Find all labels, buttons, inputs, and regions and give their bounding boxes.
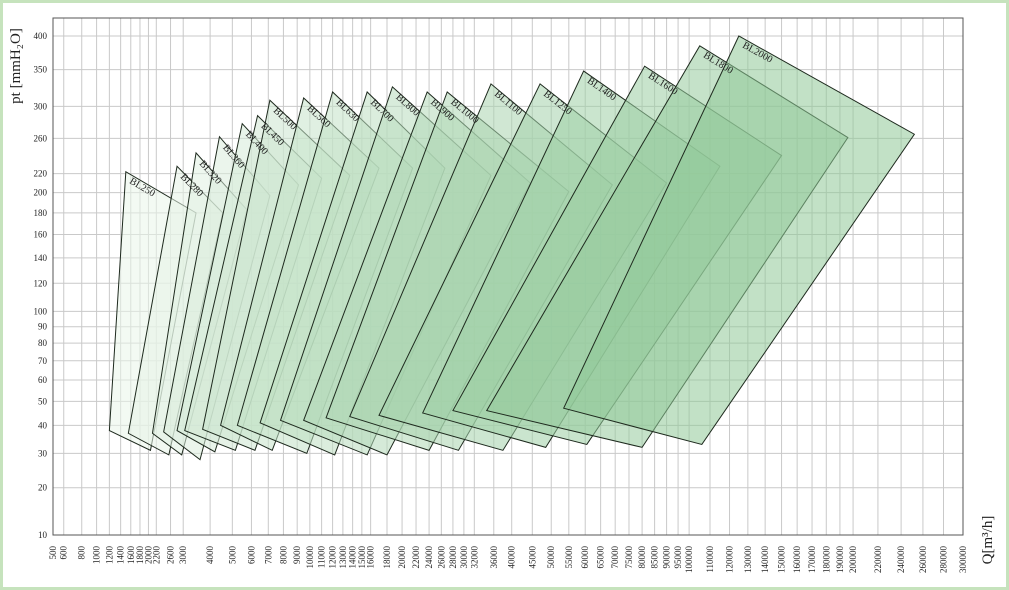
x-tick-label: 14000 xyxy=(348,546,358,569)
y-tick-label: 70 xyxy=(38,356,48,366)
x-tick-label: 1200 xyxy=(104,546,114,565)
plot-frame xyxy=(52,17,964,536)
x-tick-label: 5000 xyxy=(227,546,237,565)
x-tick-label: 40000 xyxy=(507,546,517,569)
x-tick-label: 1000 xyxy=(92,546,102,565)
x-tick-label: 26000 xyxy=(436,546,446,569)
x-tick-label: 18000 xyxy=(382,546,392,569)
y-tick-label: 350 xyxy=(34,65,48,75)
y-tick-label: 120 xyxy=(34,278,48,288)
x-tick-label: 1400 xyxy=(116,546,126,565)
y-tick-label: 160 xyxy=(34,230,48,240)
x-tick-label: 3000 xyxy=(178,546,188,565)
x-tick-label: 1800 xyxy=(135,546,145,565)
x-tick-label: 170000 xyxy=(807,546,817,574)
x-tick-label: 15000 xyxy=(357,546,367,569)
x-tick-label: 180000 xyxy=(821,546,831,574)
x-tick-label: 45000 xyxy=(527,546,537,569)
y-tick-label: 40 xyxy=(38,420,48,430)
x-tick-label: 110000 xyxy=(705,546,715,573)
y-tick-label: 300 xyxy=(34,101,48,111)
x-tick-label: 2000 xyxy=(143,546,153,565)
y-tick-label: 140 xyxy=(34,253,48,263)
y-tick-label: 80 xyxy=(38,338,48,348)
y-tick-label: 180 xyxy=(34,208,48,218)
y-tick-label: 90 xyxy=(38,322,48,332)
x-tick-label: 240000 xyxy=(896,546,906,574)
x-tick-label: 260000 xyxy=(918,546,928,574)
x-tick-label: 28000 xyxy=(448,546,458,569)
x-tick-label: 12000 xyxy=(328,546,338,569)
x-tick-label: 280000 xyxy=(938,546,948,574)
x-tick-label: 22000 xyxy=(411,546,421,569)
x-tick-label: 200000 xyxy=(848,546,858,574)
x-tick-label: 95000 xyxy=(673,546,683,569)
x-axis-title: Q[m³/h] xyxy=(980,516,996,565)
x-tick-label: 70000 xyxy=(610,546,620,569)
x-tick-label: 500 xyxy=(48,546,58,560)
x-tick-label: 80000 xyxy=(637,546,647,569)
x-tick-label: 60000 xyxy=(580,546,590,569)
x-tick-label: 150000 xyxy=(777,546,787,574)
y-tick-label: 60 xyxy=(38,375,48,385)
x-tick-label: 55000 xyxy=(564,546,574,569)
x-tick-label: 800 xyxy=(77,546,87,560)
fan-area xyxy=(562,35,916,446)
x-tick-label: 100000 xyxy=(684,546,694,574)
x-tick-label: 50000 xyxy=(546,546,556,569)
y-tick-label: 260 xyxy=(34,133,48,143)
x-tick-label: 600 xyxy=(59,546,69,560)
x-tick-label: 7000 xyxy=(263,546,273,565)
x-tick-label: 130000 xyxy=(743,546,753,574)
x-tick-label: 9000 xyxy=(292,546,302,565)
x-tick-label: 24000 xyxy=(424,546,434,569)
y-tick-label: 200 xyxy=(34,188,48,198)
x-tick-label: 2600 xyxy=(166,546,176,565)
x-tick-label: 300000 xyxy=(958,546,968,574)
x-tick-label: 6000 xyxy=(246,546,256,565)
y-tick-label: 30 xyxy=(38,448,48,458)
x-tick-label: 8000 xyxy=(278,546,288,565)
x-tick-label: 10000 xyxy=(305,546,315,569)
x-tick-label: 160000 xyxy=(792,546,802,574)
y-tick-label: 50 xyxy=(38,396,48,406)
x-tick-label: 20000 xyxy=(397,546,407,569)
x-tick-label: 75000 xyxy=(624,546,634,569)
x-tick-label: 120000 xyxy=(725,546,735,574)
y-tick-label: 20 xyxy=(38,483,48,493)
y-tick-label: 10 xyxy=(38,530,48,540)
x-tick-label: 30000 xyxy=(459,546,469,569)
x-tick-label: 90000 xyxy=(662,546,672,569)
x-tick-label: 2200 xyxy=(151,546,161,565)
x-tick-label: 36000 xyxy=(489,546,499,569)
y-tick-label: 100 xyxy=(34,306,48,316)
x-tick-label: 13000 xyxy=(338,546,348,569)
x-tick-label: 11000 xyxy=(317,546,327,569)
x-tick-label: 220000 xyxy=(873,546,883,574)
x-tick-label: 190000 xyxy=(835,546,845,574)
y-tick-label: 400 xyxy=(34,31,48,41)
x-tick-label: 32000 xyxy=(469,546,479,569)
x-tick-label: 85000 xyxy=(650,546,660,569)
x-tick-label: 140000 xyxy=(760,546,770,574)
y-axis-title: pt [mmH₂O] xyxy=(8,28,24,104)
x-tick-label: 65000 xyxy=(596,546,606,569)
x-tick-label: 4000 xyxy=(205,546,215,565)
y-tick-label: 220 xyxy=(34,169,48,179)
x-tick-label: 16000 xyxy=(366,546,376,569)
x-tick-label: 1600 xyxy=(126,546,136,565)
